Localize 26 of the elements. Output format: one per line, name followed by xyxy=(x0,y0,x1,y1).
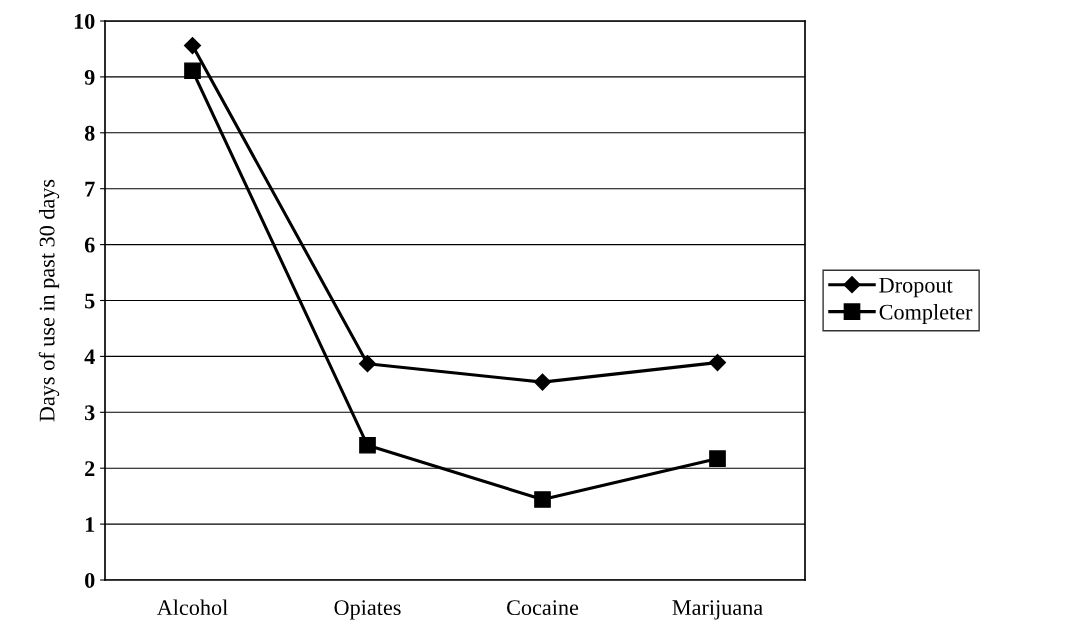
x-tick-label: Opiates xyxy=(334,600,401,620)
y-tick-label: 10 xyxy=(74,13,95,29)
point xyxy=(709,450,726,468)
y-tick-label: 3 xyxy=(85,405,95,421)
legend-label: Completer xyxy=(879,303,973,325)
point xyxy=(708,353,727,372)
x-tick-label: Marijuana xyxy=(672,600,763,620)
y-axis-title: Days of use in past 30 days xyxy=(38,179,60,422)
y-tick-label: 5 xyxy=(85,293,95,309)
point xyxy=(358,355,377,373)
point xyxy=(184,62,201,80)
x-tick-label: Alcohol xyxy=(156,599,228,616)
y-tick-label: 1 xyxy=(85,517,95,532)
y-tick-label: 2 xyxy=(85,461,95,476)
y-tick-label: 9 xyxy=(84,69,95,85)
y-tick-label: 8 xyxy=(84,125,95,141)
point xyxy=(534,491,551,508)
legend-label: Dropout xyxy=(879,277,953,298)
y-tick-label: 0 xyxy=(85,572,95,588)
point xyxy=(533,373,552,391)
x-tick-label: Cocaine xyxy=(507,600,579,616)
y-tick-label: 4 xyxy=(84,349,95,365)
point xyxy=(183,37,202,55)
y-tick-label: 6 xyxy=(84,237,95,253)
y-tick-label: 7 xyxy=(85,181,95,197)
point xyxy=(359,436,376,454)
